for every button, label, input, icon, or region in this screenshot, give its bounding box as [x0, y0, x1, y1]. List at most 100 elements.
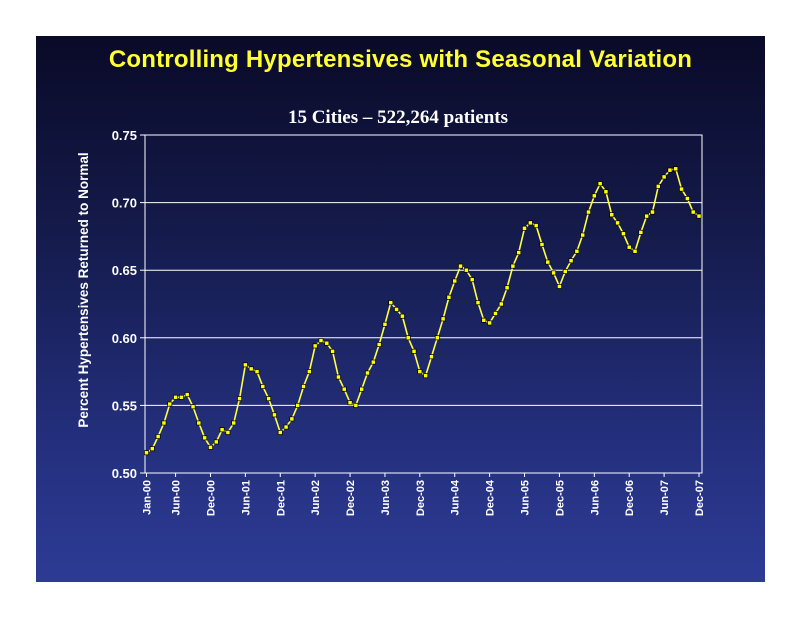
data-point: [580, 232, 586, 238]
data-point: [644, 213, 650, 219]
data-point: [475, 300, 481, 306]
data-point: [242, 362, 248, 368]
data-point: [684, 196, 690, 201]
data-point: [341, 386, 347, 392]
data-point: [429, 354, 434, 360]
data-point: [237, 396, 243, 402]
data-point: [568, 258, 574, 264]
data-point: [603, 189, 609, 195]
x-tick-label: Dec-02: [345, 480, 357, 516]
y-tick-label: 0.50: [112, 466, 137, 481]
data-point: [370, 359, 376, 365]
data-point: [434, 335, 440, 341]
data-point: [626, 244, 632, 250]
data-point: [144, 450, 149, 456]
data-point: [266, 396, 272, 402]
data-point: [277, 429, 283, 435]
data-point: [545, 259, 551, 265]
data-point: [295, 402, 301, 408]
data-point: [487, 320, 493, 326]
grid-lines: [140, 134, 702, 474]
data-point: [609, 212, 615, 218]
data-point: [661, 174, 667, 180]
data-point: [184, 392, 190, 398]
x-tick-label: Jun-06: [589, 480, 601, 515]
x-axis-ticks: Jan-00 Jun-00 Dec-00 Jun-01 Dec-01 Jun-02 Dec-…: [142, 473, 706, 516]
data-point: [440, 316, 446, 322]
data-point: [527, 220, 533, 226]
data-point: [196, 420, 202, 426]
data-point: [248, 366, 254, 372]
data-point: [696, 213, 702, 219]
x-tick-label: Dec-05: [554, 480, 566, 516]
data-point: [155, 434, 161, 439]
data-point: [388, 300, 394, 306]
data-point: [533, 223, 539, 229]
data-point: [347, 400, 353, 406]
data-point: [452, 278, 458, 284]
y-tick-label: 0.70: [112, 196, 137, 211]
data-point: [225, 429, 231, 435]
data-point: [539, 242, 545, 247]
data-point: [318, 338, 324, 343]
data-point: [615, 220, 621, 226]
data-point: [312, 343, 318, 349]
data-point: [562, 269, 568, 275]
x-tick-label: Dec-04: [485, 479, 497, 516]
x-tick-label: Jun-01: [240, 480, 252, 515]
data-point: [650, 209, 655, 215]
data-point: [394, 306, 400, 312]
data-point: [306, 369, 312, 375]
data-point: [330, 348, 336, 354]
data-point: [591, 193, 597, 199]
data-point: [405, 335, 411, 341]
data-point: [556, 283, 562, 289]
data-point: [551, 270, 557, 276]
data-point: [173, 394, 179, 400]
data-point: [492, 311, 498, 316]
data-point: [231, 420, 237, 426]
data-point: [632, 248, 638, 254]
data-point: [510, 263, 516, 269]
data-point: [202, 435, 208, 441]
data-point: [167, 401, 173, 407]
data-point: [498, 301, 504, 307]
x-tick-label: Jun-07: [659, 480, 671, 515]
data-point: [376, 342, 382, 348]
data-point: [522, 225, 527, 231]
data-point: [469, 277, 475, 283]
x-tick-label: Jan-00: [142, 480, 154, 515]
data-point: [411, 348, 417, 354]
data-point: [638, 229, 644, 235]
y-tick-label: 0.65: [112, 263, 137, 278]
slide-title: Controlling Hypertensives with Seasonal …: [108, 46, 693, 73]
data-point: [359, 386, 365, 392]
data-point: [260, 384, 266, 389]
x-tick-label: Jun-03: [380, 480, 392, 515]
x-tick-label: Jun-00: [171, 480, 183, 515]
data-point: [667, 167, 673, 173]
series-markers: [144, 166, 702, 456]
x-tick-label: Jun-05: [520, 480, 532, 515]
series-line: [146, 167, 700, 454]
data-point: [149, 446, 155, 452]
data-point: [679, 186, 685, 192]
data-point: [324, 340, 330, 346]
x-tick-label: Jun-04: [450, 479, 462, 515]
x-tick-label: Dec-03: [415, 480, 427, 516]
plot-area: [144, 134, 703, 474]
data-point: [481, 317, 487, 323]
data-point: [574, 248, 580, 254]
data-point: [417, 369, 423, 375]
data-point: [271, 412, 277, 418]
x-tick-label: Dec-06: [624, 480, 636, 516]
x-tick-label: Dec-01: [275, 480, 287, 516]
data-point: [423, 373, 429, 379]
data-point: [161, 420, 167, 426]
data-point: [446, 294, 452, 300]
data-point: [399, 313, 405, 319]
chart-title: 15 Cities – 522,264 patients: [288, 107, 508, 128]
data-point: [463, 267, 469, 273]
data-point: [335, 374, 341, 380]
